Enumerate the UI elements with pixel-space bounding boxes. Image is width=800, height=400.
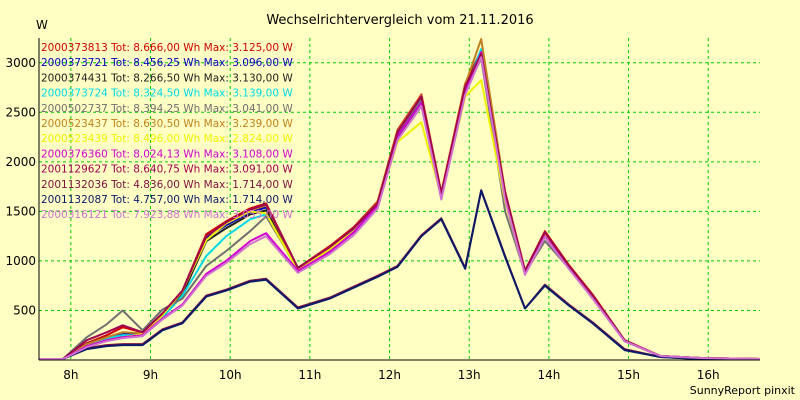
- legend-entry-2000523439: 2000523439 Tot: 8.496,00 Wh Max: 2.824,0…: [41, 133, 293, 145]
- plot-area: [39, 38, 760, 360]
- x-tick-label: 10h: [219, 368, 242, 382]
- tick-labels: 500 1000 1500 2000 2500 3000 8h 9h 10h 11h 12h 13h 1…: [5, 56, 719, 382]
- x-tick-label: 8h: [63, 368, 78, 382]
- series-line-2001132087: [39, 189, 760, 360]
- legend-entry-2000373813: 2000373813 Tot: 8.666,00 Wh Max: 3.125,0…: [41, 42, 293, 54]
- legend-entry-2000373721: 2000373721 Tot: 8.456,25 Wh Max: 3.096,0…: [41, 57, 293, 69]
- legend-entry-2001132036: 2001132036 Tot: 4.836,00 Wh Max: 1.714,0…: [41, 179, 293, 191]
- series-line-2001129627: [39, 52, 761, 360]
- chart-title: Wechselrichtervergleich vom 21.11.2016: [266, 13, 533, 28]
- legend-entry-2000502737: 2000502737 Tot: 8.394,25 Wh Max: 3.041,0…: [41, 103, 293, 115]
- legend-entry-2001129627: 2001129627 Tot: 8.640,75 Wh Max: 3.091,0…: [41, 164, 293, 176]
- x-tick-label: 11h: [298, 368, 321, 382]
- y-axis-unit-label: W: [36, 18, 48, 32]
- x-tick-label: 9h: [143, 368, 158, 382]
- legend-entry-2000376360: 2000376360 Tot: 8.024,13 Wh Max: 3.108,0…: [41, 148, 293, 160]
- y-tick-label: 2000: [5, 155, 36, 169]
- legend-entry-2000373724: 2000373724 Tot: 8.324,50 Wh Max: 3.139,0…: [41, 88, 293, 100]
- x-tick-label: 13h: [458, 368, 481, 382]
- legend-entry-2001132087: 2001132087 Tot: 4.757,00 Wh Max: 1.714,0…: [41, 194, 293, 206]
- legend-entry-2000316121: 2000316121 Tot: 7.923,88 Wh Max: 3.055,0…: [41, 209, 293, 221]
- x-tick-label: 14h: [537, 368, 560, 382]
- legend-entry-2000374431: 2000374431 Tot: 8.266,50 Wh Max: 3.130,0…: [41, 72, 293, 84]
- y-tick-label: 3000: [5, 56, 36, 70]
- y-tick-label: 1000: [5, 254, 36, 268]
- legend-entry-2000523437: 2000523437 Tot: 8.630,50 Wh Max: 3.239,0…: [41, 118, 293, 130]
- series-line-2000316121: [39, 56, 761, 360]
- y-tick-label: 1500: [5, 204, 36, 218]
- x-tick-label: 16h: [697, 368, 720, 382]
- x-tick-label: 12h: [378, 368, 401, 382]
- series-lines: [39, 38, 761, 360]
- y-tick-label: 2500: [5, 105, 36, 119]
- grid-lines: [39, 38, 760, 360]
- x-tick-label: 15h: [617, 368, 640, 382]
- legend: 2000373813 Tot: 8.666,00 Wh Max: 3.125,0…: [41, 42, 293, 221]
- y-tick-label: 500: [13, 303, 36, 317]
- footer-credit: SunnyReport pinxit: [690, 384, 796, 397]
